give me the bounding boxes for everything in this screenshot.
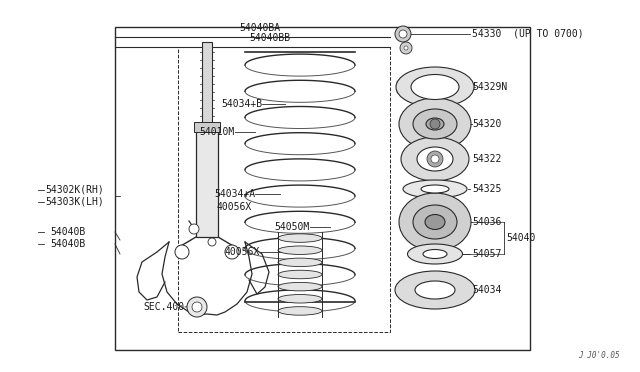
Text: 54329N: 54329N [472, 82, 508, 92]
Text: 54320: 54320 [472, 119, 501, 129]
Ellipse shape [421, 185, 449, 193]
Ellipse shape [395, 271, 475, 309]
Text: 54325: 54325 [472, 184, 501, 194]
Bar [202, 42, 212, 124]
Ellipse shape [403, 180, 467, 198]
Circle shape [187, 297, 207, 317]
Bar [115, 27, 530, 350]
Text: 54050M: 54050M [275, 222, 310, 232]
Text: 54040B: 54040B [50, 239, 85, 249]
Bar [196, 124, 218, 237]
Bar [194, 122, 220, 132]
Text: 54036: 54036 [472, 217, 501, 227]
Ellipse shape [396, 67, 474, 107]
Ellipse shape [399, 193, 471, 251]
Circle shape [431, 155, 439, 163]
Text: 54322: 54322 [472, 154, 501, 164]
Ellipse shape [278, 258, 322, 267]
Ellipse shape [423, 250, 447, 259]
Text: 54040: 54040 [506, 233, 536, 243]
Text: 40056X: 40056X [217, 202, 252, 212]
Ellipse shape [278, 234, 322, 242]
Circle shape [430, 119, 440, 129]
Circle shape [427, 151, 443, 167]
Ellipse shape [413, 205, 457, 239]
Text: 54057: 54057 [472, 249, 501, 259]
Circle shape [400, 42, 412, 54]
Ellipse shape [417, 147, 453, 171]
Ellipse shape [415, 281, 455, 299]
Text: 54303K(LH): 54303K(LH) [45, 197, 104, 207]
Text: 54010M: 54010M [200, 127, 235, 137]
Text: 54302K(RH): 54302K(RH) [45, 185, 104, 195]
Text: 54040B: 54040B [50, 227, 85, 237]
Text: 40056X: 40056X [225, 247, 260, 257]
Ellipse shape [278, 295, 322, 303]
Ellipse shape [411, 74, 459, 99]
Text: J J0'0.05: J J0'0.05 [579, 351, 620, 360]
Ellipse shape [278, 282, 322, 291]
Ellipse shape [413, 109, 457, 139]
Ellipse shape [401, 137, 469, 181]
Ellipse shape [425, 215, 445, 230]
Text: 54040BA: 54040BA [239, 23, 280, 33]
Ellipse shape [278, 270, 322, 279]
Text: 54034+B: 54034+B [221, 99, 262, 109]
Text: 54034+A: 54034+A [214, 189, 255, 199]
Text: 54034: 54034 [472, 285, 501, 295]
Ellipse shape [278, 246, 322, 254]
Ellipse shape [426, 118, 444, 130]
Circle shape [404, 46, 408, 50]
Text: SEC.400: SEC.400 [144, 302, 185, 312]
Circle shape [395, 26, 411, 42]
Circle shape [208, 238, 216, 246]
Circle shape [189, 224, 199, 234]
Ellipse shape [399, 98, 471, 150]
Circle shape [225, 245, 239, 259]
Circle shape [175, 245, 189, 259]
Ellipse shape [408, 244, 463, 264]
Circle shape [399, 30, 407, 38]
Bar [178, 47, 390, 332]
Text: 54330  (UP TO 0700): 54330 (UP TO 0700) [472, 29, 584, 39]
Text: 54040BB: 54040BB [250, 33, 291, 43]
Circle shape [192, 302, 202, 312]
Ellipse shape [278, 307, 322, 315]
